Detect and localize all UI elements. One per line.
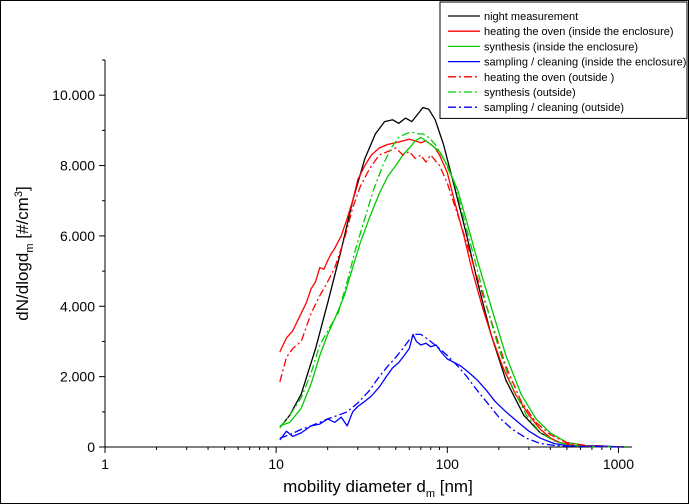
series-line-sampling-cleaning-outside-dashed xyxy=(279,333,626,448)
legend-label: heating the oven (outside ) xyxy=(484,72,614,84)
legend-label: night measurement xyxy=(484,11,578,23)
legend: night measurement heating the oven (insid… xyxy=(439,1,688,119)
legend-label: heating the oven (inside the enclosure) xyxy=(484,26,674,38)
y-tick-label: 6.000 xyxy=(60,228,95,244)
series-line-heating-the-oven-inside-the-enclosure xyxy=(279,138,626,448)
series-line-synthesis-inside-the-enclosure xyxy=(279,136,626,448)
x-axis-title: mobility diameter dm [nm] xyxy=(283,477,473,500)
legend-label: synthesis (inside the enclosure) xyxy=(484,41,638,53)
y-tick-label: 4.000 xyxy=(60,298,95,314)
legend-box xyxy=(439,1,688,119)
x-tick-label: 100 xyxy=(436,456,460,472)
series-line-night-measurement xyxy=(279,106,626,448)
y-axis-ticks: 0 2.000 4.000 6.000 8.000 10.000 xyxy=(52,59,105,455)
series-line-heating-the-oven-outside-dashed xyxy=(279,147,626,448)
x-tick-label: 10 xyxy=(268,456,284,472)
y-axis-title: dN/dlogdm [#/cm3] xyxy=(13,186,36,320)
x-tick-label: 1 xyxy=(101,456,109,472)
series-line-synthesis-outside-dashed xyxy=(279,131,626,448)
x-axis-ticks: 1 10 100 1000 xyxy=(101,447,634,472)
series-lines xyxy=(279,106,626,448)
series-line-sampling-cleaning-inside-the-enclosure xyxy=(279,333,626,448)
x-tick-label: 1000 xyxy=(603,456,634,472)
y-tick-label: 10.000 xyxy=(52,87,95,103)
legend-label: synthesis (outside) xyxy=(484,87,576,99)
legend-label: sampling / cleaning (inside the enclosur… xyxy=(484,57,686,69)
y-tick-label: 8.000 xyxy=(60,158,95,174)
y-tick-label: 2.000 xyxy=(60,369,95,385)
legend-label: sampling / cleaning (outside) xyxy=(484,102,624,114)
y-tick-label: 0 xyxy=(87,439,95,455)
